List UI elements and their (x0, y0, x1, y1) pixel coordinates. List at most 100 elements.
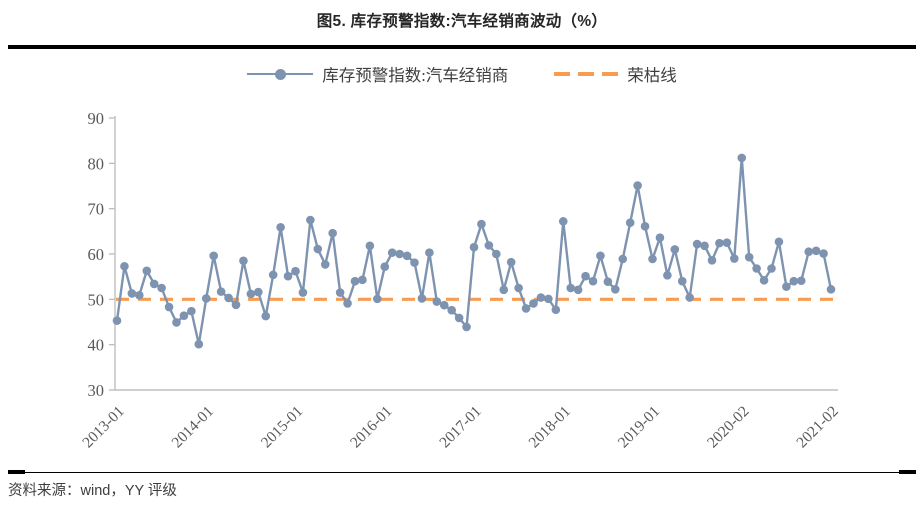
data-point (521, 304, 531, 313)
data-point (811, 246, 821, 256)
x-tick-label: 2021-02 (793, 403, 842, 452)
data-point (529, 299, 538, 308)
data-point (343, 299, 352, 308)
y-tick-label: 50 (88, 290, 105, 309)
figure-title: 图5. 库存预警指数:汽车经销商波动（%） (316, 13, 608, 30)
data-point (120, 261, 129, 271)
data-point (499, 285, 509, 295)
chart-legend: 库存预警指数:汽车经销商 荣枯线 (0, 62, 924, 86)
data-point (254, 287, 263, 297)
x-tick-label: 2020-02 (704, 403, 753, 452)
data-point (216, 287, 226, 296)
data-point (127, 289, 137, 298)
data-point (558, 217, 568, 226)
data-point (387, 248, 397, 257)
y-tick-label: 90 (88, 109, 105, 128)
data-point (283, 271, 293, 281)
benchmark-dash-icon (554, 72, 619, 76)
data-point (417, 294, 427, 303)
y-tick-label: 30 (88, 381, 105, 400)
data-point (506, 257, 516, 267)
data-point (737, 153, 747, 163)
x-tick-label: 2015-01 (258, 403, 307, 452)
data-point (752, 264, 761, 273)
data-point (224, 293, 233, 303)
data-point (692, 239, 702, 249)
legend-item-benchmark: 荣枯线 (554, 62, 677, 86)
data-point (782, 282, 791, 291)
data-point (194, 339, 204, 349)
data-point (187, 306, 196, 316)
data-point (209, 251, 218, 261)
data-point (298, 288, 308, 297)
data-point (670, 245, 680, 254)
data-point (395, 249, 404, 259)
data-point (164, 302, 174, 312)
data-point (358, 275, 367, 285)
data-point (402, 251, 412, 261)
data-point (722, 238, 732, 247)
data-point (313, 244, 323, 254)
data-point (291, 266, 300, 276)
data-point (231, 300, 241, 310)
x-tick-label: 2016-01 (347, 403, 396, 452)
data-point (588, 276, 598, 286)
data-point (462, 322, 471, 332)
data-point (477, 219, 486, 229)
data-point (142, 266, 152, 276)
footer-divider-rule (8, 470, 916, 475)
data-point (447, 305, 456, 315)
data-point (112, 316, 122, 325)
legend-benchmark-label: 荣枯线 (627, 66, 677, 85)
data-point (625, 218, 635, 228)
data-point (536, 293, 546, 302)
data-point (744, 252, 754, 262)
data-point (544, 294, 553, 304)
data-point (655, 233, 665, 242)
x-tick-label: 2019-01 (615, 403, 664, 452)
data-point (551, 305, 561, 315)
data-point (774, 237, 784, 247)
data-point (239, 256, 248, 266)
title-divider-rule (8, 45, 916, 49)
data-point (335, 288, 345, 297)
data-point (767, 264, 776, 273)
data-point (492, 249, 501, 259)
data-point (759, 275, 769, 285)
legend-series-label: 库存预警指数:汽车经销商 (322, 66, 509, 85)
data-point (789, 276, 799, 286)
data-point (439, 300, 449, 310)
y-tick-label: 40 (88, 336, 105, 355)
series-line-marker-icon (247, 68, 314, 80)
data-point (715, 238, 724, 248)
data-point (328, 228, 337, 238)
data-point (618, 254, 628, 264)
data-point (633, 181, 642, 190)
data-point (707, 256, 717, 265)
data-point (566, 283, 575, 293)
data-point (804, 247, 813, 257)
data-point (730, 254, 739, 263)
data-point (640, 222, 650, 231)
data-point (454, 313, 464, 323)
data-point (700, 241, 709, 251)
data-point (573, 285, 583, 295)
data-point (149, 279, 159, 289)
data-point (826, 285, 836, 294)
data-point (603, 277, 613, 286)
data-point (514, 283, 523, 293)
x-tick-label: 2018-01 (526, 403, 575, 452)
y-tick-label: 70 (88, 200, 105, 219)
data-point (663, 271, 672, 280)
data-point (157, 283, 166, 293)
data-point (596, 251, 605, 261)
data-point (320, 260, 330, 269)
data-point (373, 294, 382, 304)
data-point (581, 271, 590, 281)
data-point (410, 258, 419, 267)
data-point (306, 215, 315, 225)
data-point (432, 297, 442, 306)
x-tick-label: 2014-01 (169, 403, 218, 452)
